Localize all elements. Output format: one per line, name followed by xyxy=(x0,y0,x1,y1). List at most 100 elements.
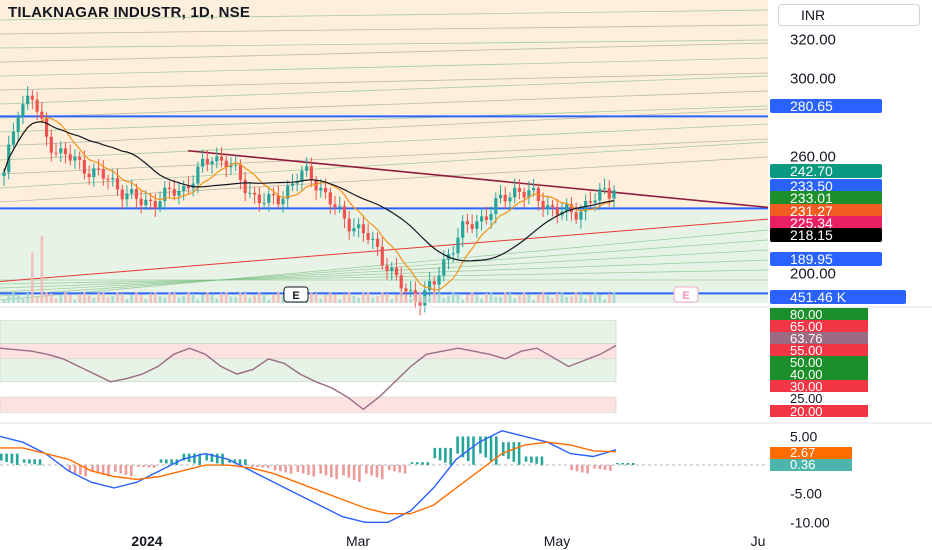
volume-bar xyxy=(144,299,148,303)
volume-bar xyxy=(253,295,257,303)
candle-body xyxy=(262,202,266,204)
y-axis-tick-label: 200.00 xyxy=(790,266,836,283)
volume-label: 451.46 K xyxy=(790,289,847,305)
candle-body xyxy=(513,187,517,198)
macd-histogram-bar xyxy=(461,436,465,458)
x-axis-tick-label: Mar xyxy=(346,533,370,549)
macd-histogram-bar xyxy=(238,459,242,465)
macd-histogram-bar xyxy=(273,465,277,471)
price-label-bg xyxy=(770,99,882,113)
volume-bar xyxy=(447,295,450,303)
candle-body xyxy=(409,290,413,292)
volume-bar xyxy=(243,293,247,303)
price-label: 218.15 xyxy=(790,227,833,243)
candle-body xyxy=(130,189,134,194)
x-axis-tick-label: May xyxy=(544,533,570,549)
macd-histogram-bar xyxy=(593,465,596,469)
fan-line xyxy=(0,141,769,189)
volume-bar xyxy=(423,296,427,303)
rsi-level-label-bg xyxy=(770,320,868,332)
candle-body xyxy=(21,104,25,117)
candle-body xyxy=(16,116,20,132)
macd-histogram-bar xyxy=(335,465,338,480)
candle-body xyxy=(541,200,545,210)
main-bg-lower xyxy=(0,208,768,303)
volume-bar xyxy=(484,293,488,303)
macd-histogram-bar xyxy=(375,465,379,478)
volume-bar xyxy=(451,292,455,303)
macd-histogram-bar xyxy=(575,465,579,472)
volume-bar xyxy=(489,292,493,303)
macd-histogram-bar xyxy=(114,465,117,472)
candle-body xyxy=(456,237,460,254)
macd-histogram-bar xyxy=(347,465,351,478)
volume-bar xyxy=(187,292,190,303)
candle-body xyxy=(68,154,72,161)
volume-bar xyxy=(92,297,96,303)
candle-body xyxy=(508,197,512,202)
fan-line-lower xyxy=(0,269,769,285)
candle-body xyxy=(427,281,432,291)
macd-histogram-bar xyxy=(540,456,544,465)
candle-body xyxy=(498,194,503,199)
candle-body xyxy=(158,201,162,209)
candle-body xyxy=(182,185,186,191)
volume-bar xyxy=(239,292,242,303)
macd-histogram-bar xyxy=(307,465,310,475)
fan-line-lower xyxy=(0,249,769,293)
volume-bar xyxy=(499,296,502,303)
macd-histogram-bar xyxy=(221,453,224,465)
volume-bar xyxy=(612,292,616,303)
fan-line xyxy=(0,57,769,77)
volume-bar xyxy=(442,297,446,303)
candle-body xyxy=(139,198,143,206)
macd-histogram-bar xyxy=(530,456,533,463)
candle-body xyxy=(205,158,209,165)
volume-bar xyxy=(352,295,356,303)
macd-histogram-bar xyxy=(580,465,584,473)
candle-body xyxy=(569,204,574,213)
rsi-level-label-bg xyxy=(770,368,868,380)
volume-bar xyxy=(182,295,186,303)
candle-body xyxy=(579,211,583,220)
fan-line xyxy=(0,123,769,161)
macd-histogram-bar xyxy=(626,462,630,465)
volume-bar xyxy=(395,294,398,303)
event-marker xyxy=(673,286,699,303)
volume-bar xyxy=(565,297,569,303)
volume-bar xyxy=(12,292,15,303)
volume-label-bg xyxy=(770,290,906,304)
candle-body xyxy=(479,216,484,222)
candle-body xyxy=(248,192,252,194)
candle-body xyxy=(115,178,120,190)
macd-histogram-bar xyxy=(586,465,589,474)
macd-histogram-bar xyxy=(370,465,373,476)
volume-bar xyxy=(518,295,521,303)
candle-body xyxy=(257,194,261,204)
candle-body xyxy=(517,187,522,192)
rsi-level-label-bg xyxy=(770,308,868,320)
candle-body xyxy=(26,95,30,105)
moving-average-black xyxy=(3,121,615,262)
chart-title: TILAKNAGAR INDUSTR, 1D, NSE xyxy=(8,4,251,21)
candle-body xyxy=(338,206,342,208)
volume-bar xyxy=(385,293,389,303)
candle-body xyxy=(63,148,68,155)
volume-bar xyxy=(16,295,20,303)
candle-body xyxy=(598,188,602,201)
macd-histogram-bar xyxy=(193,453,196,464)
macd-value-label-bg xyxy=(770,447,852,459)
macd-histogram-bar xyxy=(28,459,31,464)
macd-histogram-bar xyxy=(330,465,333,478)
y-axis-tick-label: 260.00 xyxy=(790,149,836,166)
currency-selector[interactable]: INR xyxy=(778,4,920,26)
candle-body xyxy=(465,221,470,225)
candle-body xyxy=(404,288,408,292)
rsi-level-label: 50.00 xyxy=(790,355,823,370)
rsi-band xyxy=(0,358,617,383)
macd-histogram-bar xyxy=(0,453,3,461)
macd-histogram-bar xyxy=(393,465,396,472)
candle-body xyxy=(593,200,597,203)
candle-body xyxy=(125,193,129,200)
volume-bar xyxy=(376,296,379,303)
